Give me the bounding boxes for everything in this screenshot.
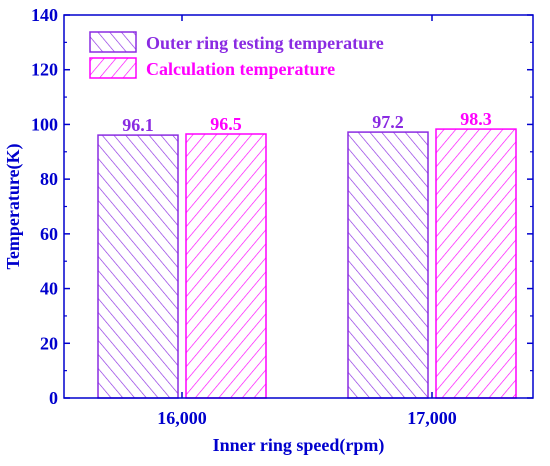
legend: Outer ring testing temperature Calculatio… xyxy=(89,31,384,79)
value-label: 96.1 xyxy=(122,115,154,135)
x-axis-title: Inner ring speed(rpm) xyxy=(213,435,385,456)
bar-outer-ring-0 xyxy=(97,134,179,399)
bar-calculation-0 xyxy=(185,133,267,399)
y-tick-label: 100 xyxy=(31,114,58,134)
legend-label: Outer ring testing temperature xyxy=(146,33,384,53)
x-ticks-layer: 16,000 17,000 xyxy=(157,15,457,428)
y-tick-label: 40 xyxy=(40,279,58,299)
y-tick-label: 80 xyxy=(40,169,58,189)
value-labels-layer: 96.1 96.5 97.2 98.3 xyxy=(122,109,492,135)
y-tick-label: 20 xyxy=(40,333,58,353)
value-label: 98.3 xyxy=(460,109,492,129)
x-tick-label: 17,000 xyxy=(407,408,457,428)
legend-swatch xyxy=(89,31,137,53)
y-tick-label: 60 xyxy=(40,224,58,244)
value-label: 96.5 xyxy=(210,114,242,134)
bar-outer-ring-1 xyxy=(347,131,429,399)
bars-layer xyxy=(97,128,517,399)
y-tick-label: 140 xyxy=(31,5,58,25)
x-tick-label: 16,000 xyxy=(157,408,207,428)
legend-label: Calculation temperature xyxy=(146,59,335,79)
y-axis-title: Temperature(K) xyxy=(3,144,24,270)
bar-calculation-1 xyxy=(435,128,517,399)
y-tick-label: 0 xyxy=(49,388,58,408)
y-tick-label: 120 xyxy=(31,60,58,80)
value-label: 97.2 xyxy=(372,112,404,132)
legend-swatch xyxy=(89,57,137,79)
y-ticks-layer: 0 20 40 60 80 100 120 140 xyxy=(31,5,533,408)
